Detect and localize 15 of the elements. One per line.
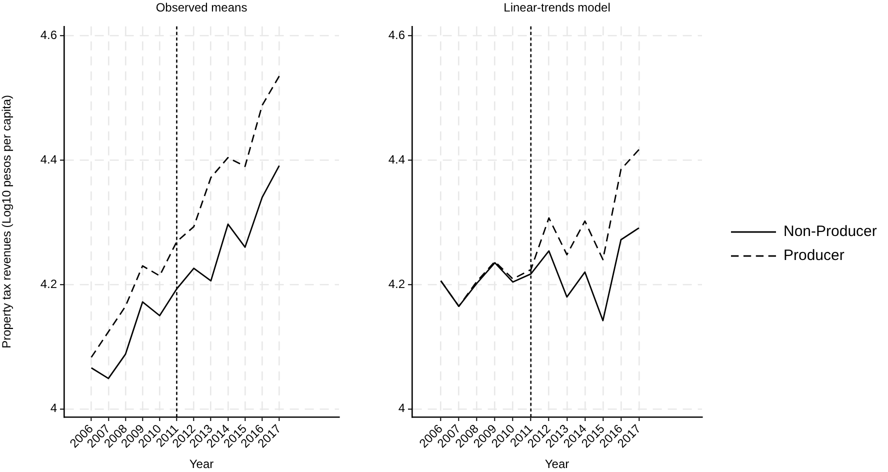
chart-title: Observed means xyxy=(156,0,248,15)
y-tick-label: 4.6 xyxy=(40,28,58,42)
y-tick-label: 4.2 xyxy=(388,276,406,291)
x-axis-title: Year xyxy=(189,457,214,472)
legend-label: Producer xyxy=(784,247,844,264)
x-axis-title: Year xyxy=(544,457,570,472)
y-tick-label: 4 xyxy=(398,401,406,416)
chart-title: Linear-trends model xyxy=(504,0,610,15)
y-tick-label: 4.2 xyxy=(40,276,58,291)
y-axis-title: Property tax revenues (Log10 pesos per capita) xyxy=(0,94,14,348)
legend-label: Non-Producer xyxy=(784,223,877,240)
y-tick-label: 4.4 xyxy=(388,152,406,166)
y-tick-label: 4.4 xyxy=(40,152,58,166)
y-tick-label: 4 xyxy=(50,401,58,416)
y-tick-label: 4.6 xyxy=(388,28,406,42)
